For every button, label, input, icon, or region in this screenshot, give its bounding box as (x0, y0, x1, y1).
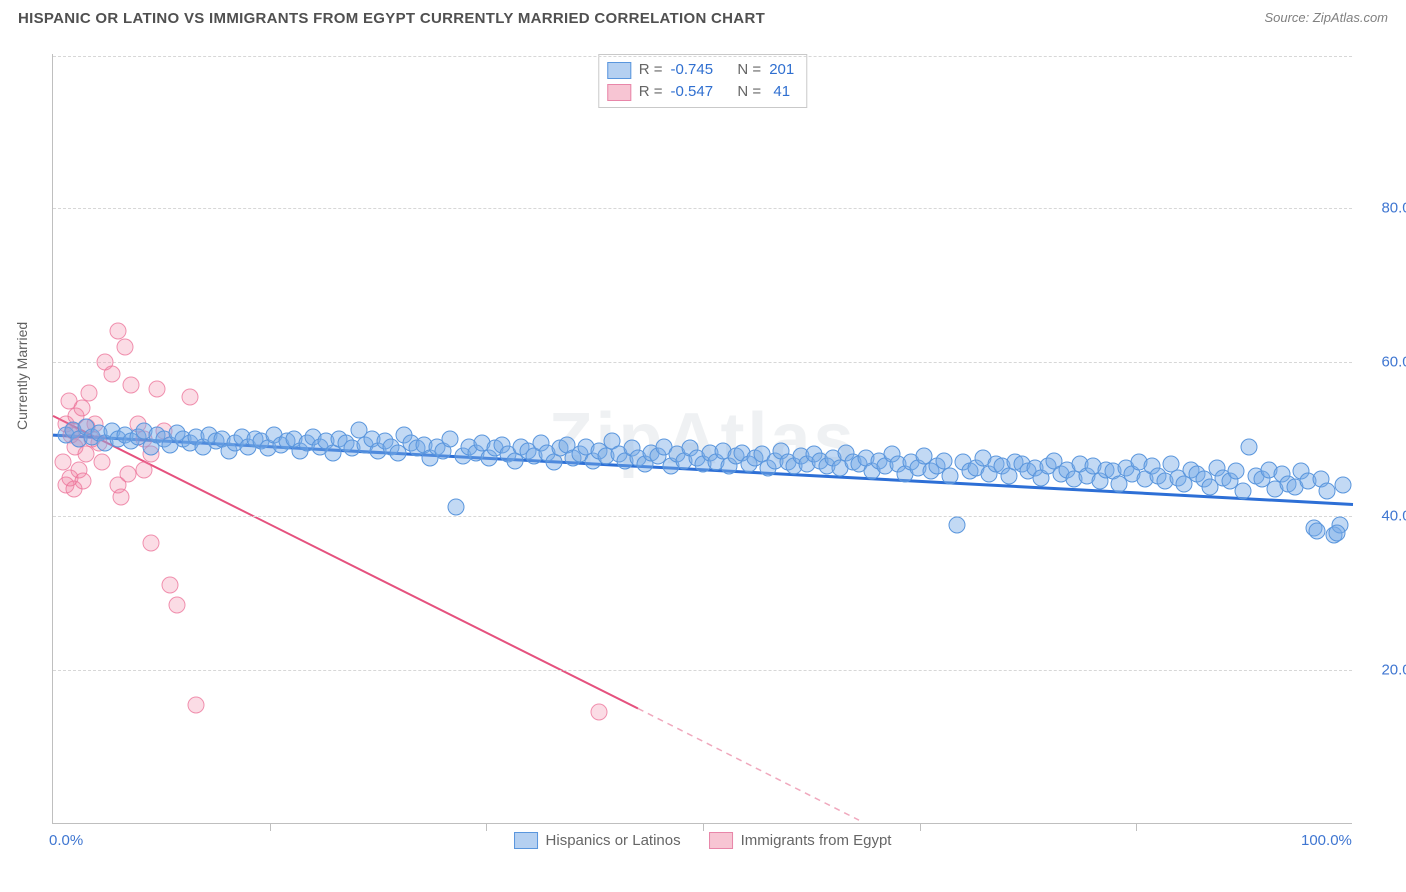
data-point-pink (81, 384, 98, 401)
gridline (53, 56, 1352, 57)
data-point-blue (942, 467, 959, 484)
x-tick (1136, 823, 1137, 831)
data-point-pink (55, 454, 72, 471)
correlation-stats-box: R = -0.745 N = 201 R = -0.547 N = 41 (598, 54, 807, 108)
data-point-pink (136, 461, 153, 478)
data-point-pink (94, 454, 111, 471)
swatch-blue-icon (514, 832, 538, 849)
data-point-blue (1334, 477, 1351, 494)
gridline (53, 516, 1352, 517)
data-point-blue (448, 498, 465, 515)
data-point-blue (1228, 463, 1245, 480)
n-label: N = (737, 59, 761, 81)
y-tick-label: 40.0% (1364, 508, 1406, 525)
data-point-blue (1319, 483, 1336, 500)
data-point-blue (1329, 524, 1346, 541)
gridline (53, 362, 1352, 363)
data-point-blue (948, 517, 965, 534)
data-point-pink (168, 596, 185, 613)
data-point-blue (1308, 523, 1325, 540)
data-point-pink (73, 400, 90, 417)
gridline (53, 208, 1352, 209)
x-tick (703, 823, 704, 831)
data-point-pink (103, 365, 120, 382)
series-legend: Hispanics or Latinos Immigrants from Egy… (514, 832, 892, 849)
data-point-pink (142, 534, 159, 551)
n-value: 201 (769, 59, 794, 81)
chart-title: HISPANIC OR LATINO VS IMMIGRANTS FROM EG… (18, 10, 765, 27)
gridline (53, 670, 1352, 671)
stats-row-pink: R = -0.547 N = 41 (607, 81, 794, 103)
source-attribution: Source: ZipAtlas.com (1264, 10, 1388, 25)
stats-row-blue: R = -0.745 N = 201 (607, 59, 794, 81)
legend-label: Hispanics or Latinos (546, 832, 681, 849)
y-tick-label: 20.0% (1364, 662, 1406, 679)
data-point-pink (149, 380, 166, 397)
x-tick-label: 0.0% (49, 832, 83, 849)
data-point-pink (162, 577, 179, 594)
data-point-blue (1234, 483, 1251, 500)
legend-label: Immigrants from Egypt (741, 832, 892, 849)
y-axis-label: Currently Married (14, 322, 30, 430)
data-point-pink (181, 388, 198, 405)
r-value: -0.547 (671, 81, 714, 103)
y-tick-label: 60.0% (1364, 354, 1406, 371)
data-point-pink (112, 488, 129, 505)
r-label: R = (639, 81, 663, 103)
data-point-blue (1241, 438, 1258, 455)
x-tick (920, 823, 921, 831)
data-point-pink (188, 696, 205, 713)
x-tick-label: 100.0% (1301, 832, 1352, 849)
swatch-pink-icon (607, 84, 631, 101)
r-value: -0.745 (671, 59, 714, 81)
y-tick-label: 80.0% (1364, 200, 1406, 217)
scatter-plot: ZipAtlas R = -0.745 N = 201 R = -0.547 N… (52, 54, 1352, 824)
trend-line (638, 709, 859, 821)
data-point-pink (116, 338, 133, 355)
n-value: 41 (769, 81, 790, 103)
x-tick (486, 823, 487, 831)
data-point-pink (591, 704, 608, 721)
n-label: N = (737, 81, 761, 103)
data-point-pink (120, 465, 137, 482)
data-point-pink (74, 473, 91, 490)
swatch-pink-icon (709, 832, 733, 849)
data-point-blue (441, 431, 458, 448)
data-point-pink (123, 377, 140, 394)
swatch-blue-icon (607, 62, 631, 79)
x-tick (270, 823, 271, 831)
r-label: R = (639, 59, 663, 81)
